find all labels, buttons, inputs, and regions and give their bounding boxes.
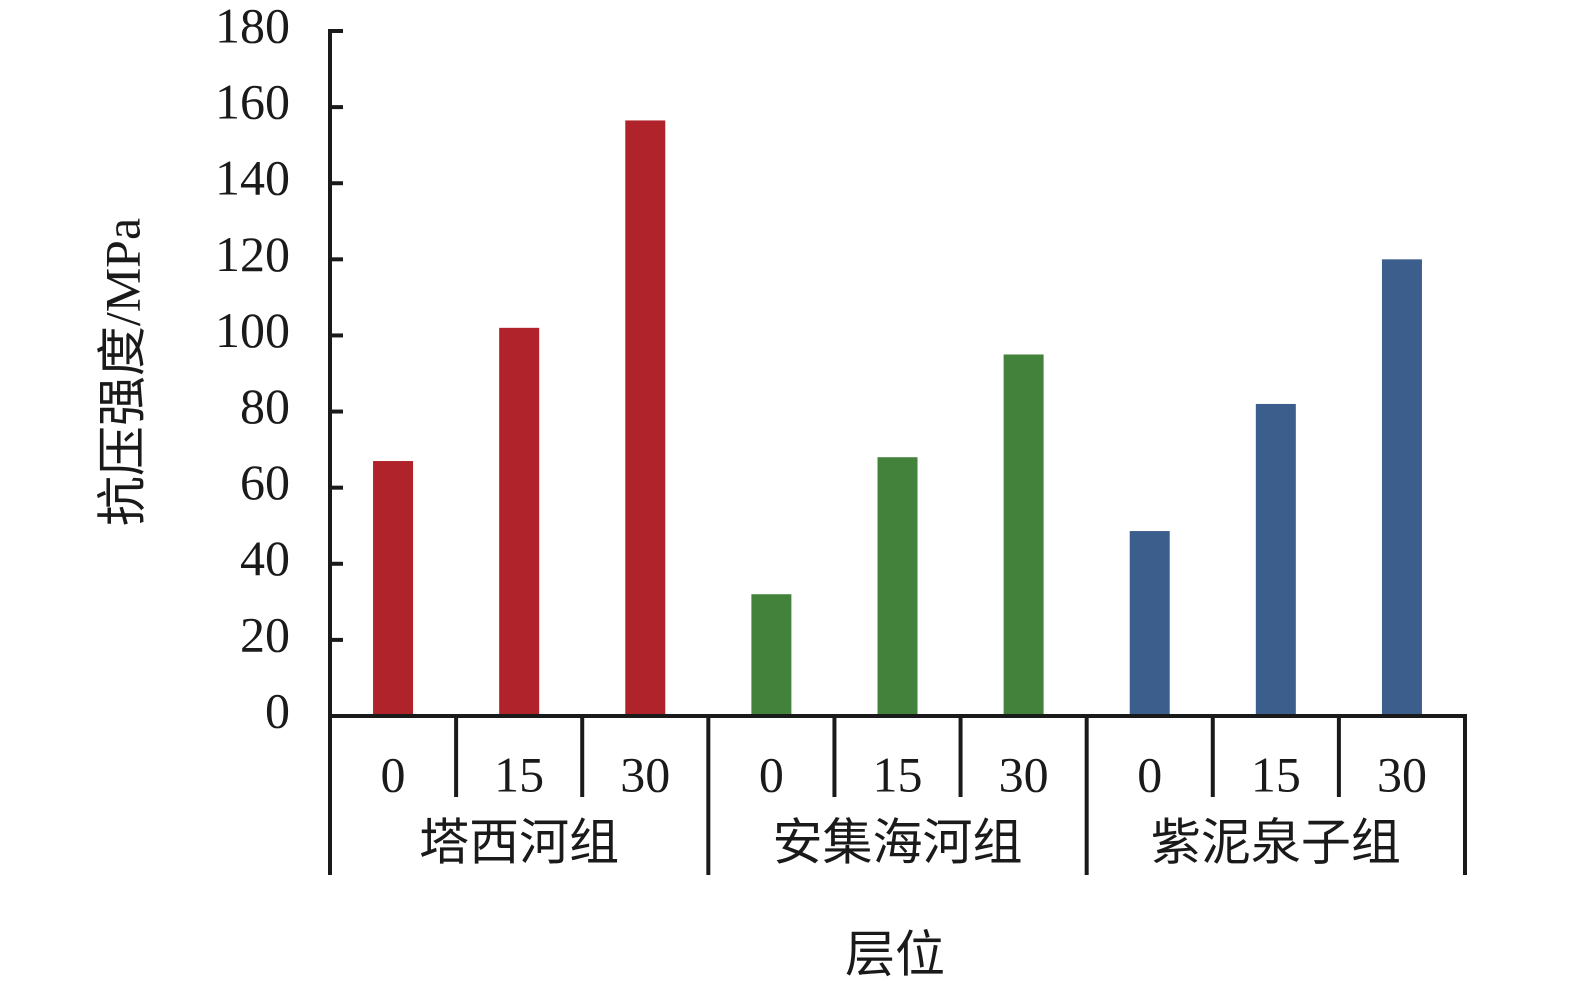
x-tick-label: 15 (494, 746, 544, 802)
bar (373, 461, 414, 716)
group-label: 塔西河组 (419, 814, 619, 870)
group-label: 紫泥泉子组 (1151, 814, 1401, 870)
x-tick-label: 15 (873, 746, 923, 802)
y-axis-label: 抗压强度/MPa (94, 218, 150, 526)
y-tick-label: 140 (215, 150, 290, 206)
bar (1381, 259, 1422, 716)
group-label: 安集海河组 (773, 814, 1023, 870)
x-tick-label: 30 (620, 746, 670, 802)
x-axis-label: 层位 (845, 926, 945, 982)
y-tick-label: 100 (215, 302, 290, 358)
y-tick-label: 20 (240, 606, 290, 662)
y-tick-label: 160 (215, 74, 290, 130)
bar (625, 120, 666, 717)
bar (1255, 403, 1296, 716)
y-tick-label: 120 (215, 226, 290, 282)
x-tick-label: 0 (381, 746, 406, 802)
bar (1129, 531, 1170, 716)
bar (499, 327, 540, 716)
x-tick-label: 15 (1251, 746, 1301, 802)
y-tick-label: 40 (240, 530, 290, 586)
bar (1003, 354, 1044, 716)
x-tick-label: 30 (999, 746, 1049, 802)
x-tick-label: 0 (1137, 746, 1162, 802)
bar (751, 594, 792, 716)
y-tick-label: 180 (215, 0, 290, 53)
y-tick-label: 60 (240, 454, 290, 510)
y-tick-label: 80 (240, 378, 290, 434)
x-tick-label: 30 (1377, 746, 1427, 802)
y-tick-label: 0 (265, 682, 290, 738)
x-tick-label: 0 (759, 746, 784, 802)
bar (877, 457, 918, 716)
